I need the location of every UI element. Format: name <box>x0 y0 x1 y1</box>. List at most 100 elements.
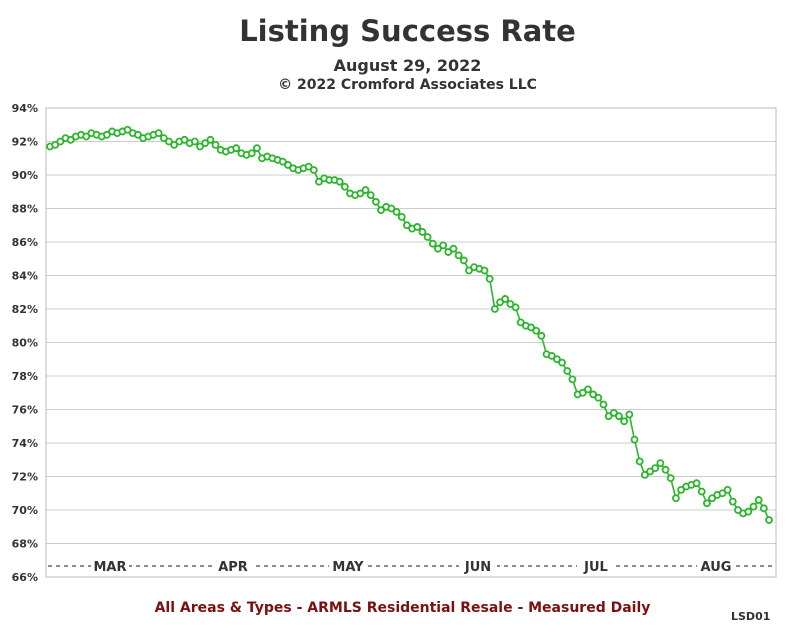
data-point <box>490 305 499 313</box>
data-point <box>134 130 142 139</box>
y-tick-label: 88% <box>12 203 38 216</box>
data-point <box>609 408 618 417</box>
chart-copyright: © 2022 Cromford Associates LLC <box>278 77 537 93</box>
y-tick-label: 68% <box>12 538 38 551</box>
y-tick-label: 72% <box>12 471 38 484</box>
data-point <box>423 233 432 241</box>
data-point <box>397 212 406 221</box>
data-point <box>459 256 468 265</box>
y-tick-label: 80% <box>12 337 38 350</box>
data-point <box>211 140 220 149</box>
month-label-bg <box>214 557 252 575</box>
data-point <box>196 142 204 151</box>
data-point <box>584 385 592 394</box>
data-point <box>247 149 256 158</box>
data-point <box>485 274 494 283</box>
data-point <box>123 125 132 134</box>
data-point <box>366 191 375 200</box>
data-point <box>661 465 670 474</box>
data-point <box>315 177 323 186</box>
data-point <box>765 516 773 524</box>
data-point <box>599 400 608 409</box>
data-point <box>51 140 60 149</box>
data-point <box>377 206 385 215</box>
data-point <box>418 228 427 236</box>
data-point <box>646 467 654 476</box>
month-label: MAR <box>93 560 126 575</box>
data-point <box>428 239 437 248</box>
y-tick-label: 76% <box>12 404 38 417</box>
chart-footer: All Areas & Types - ARMLS Residential Re… <box>154 600 651 616</box>
y-tick-label: 78% <box>12 370 38 383</box>
month-label: APR <box>218 560 248 575</box>
data-point <box>594 393 603 402</box>
data-point <box>697 487 706 496</box>
data-point <box>723 485 732 494</box>
data-point <box>392 207 401 216</box>
data-point <box>532 326 541 335</box>
data-point <box>728 497 737 506</box>
data-point <box>692 479 701 488</box>
data-point <box>511 303 520 312</box>
data-point <box>635 457 644 466</box>
month-label-bg <box>697 557 735 575</box>
y-tick-label: 84% <box>12 270 38 283</box>
data-point <box>309 166 318 174</box>
y-tick-label: 74% <box>12 437 38 450</box>
data-point <box>434 244 442 253</box>
y-tick-label: 70% <box>12 504 38 517</box>
data-point <box>703 499 711 508</box>
data-point <box>444 248 453 256</box>
data-point <box>640 470 649 479</box>
data-point <box>454 251 463 260</box>
data-point <box>568 375 577 384</box>
y-tick-label: 92% <box>12 136 38 149</box>
data-point <box>677 485 685 494</box>
month-label-bg <box>329 557 367 575</box>
data-point <box>56 137 65 146</box>
data-point <box>527 323 535 332</box>
data-point <box>82 132 91 141</box>
data-point <box>604 412 613 421</box>
data-point <box>547 351 556 360</box>
data-point <box>615 412 623 421</box>
data-point <box>304 162 313 171</box>
chart-subtitle: August 29, 2022 <box>333 56 482 75</box>
data-point <box>537 331 546 340</box>
month-label-bg <box>91 557 129 575</box>
data-point <box>563 367 572 375</box>
data-point <box>387 204 396 213</box>
data-point <box>232 144 241 153</box>
data-point <box>356 189 365 198</box>
month-label: JUN <box>464 560 491 575</box>
data-point <box>759 504 768 513</box>
data-point <box>754 496 763 504</box>
data-point <box>708 494 717 503</box>
data-point <box>278 157 287 166</box>
data-point <box>749 502 758 511</box>
data-point <box>651 464 660 473</box>
y-tick-label: 86% <box>12 236 38 249</box>
data-point <box>589 390 598 399</box>
data-point <box>718 489 727 498</box>
data-point <box>361 186 370 194</box>
data-point <box>253 144 261 153</box>
chart-title: Listing Success Rate <box>239 14 576 48</box>
y-tick-label: 66% <box>12 571 38 584</box>
month-label-bg <box>577 557 615 575</box>
data-point <box>656 459 665 468</box>
data-point <box>630 435 639 444</box>
data-point <box>734 506 742 514</box>
data-point <box>154 129 163 138</box>
plot-area <box>45 107 777 578</box>
data-point <box>102 130 111 139</box>
data-point <box>465 266 473 275</box>
data-point <box>578 388 587 397</box>
data-point <box>496 298 504 307</box>
data-point <box>516 318 525 327</box>
month-label: MAY <box>332 560 364 575</box>
data-point <box>449 244 458 253</box>
data-point <box>558 358 566 367</box>
data-point <box>439 241 448 250</box>
data-point <box>744 507 753 516</box>
